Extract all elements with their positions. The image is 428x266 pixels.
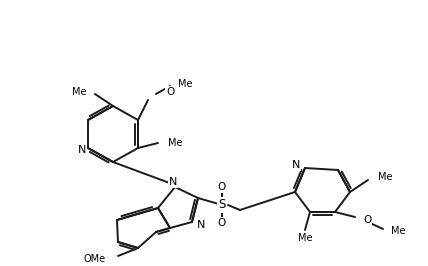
- Text: N: N: [197, 220, 205, 230]
- Text: O: O: [218, 182, 226, 192]
- Text: Me: Me: [391, 226, 405, 236]
- Text: O: O: [363, 215, 371, 225]
- Text: N: N: [291, 160, 300, 170]
- Text: N: N: [169, 177, 177, 187]
- Text: O: O: [166, 87, 174, 97]
- Text: S: S: [218, 198, 226, 211]
- Text: Me: Me: [178, 79, 193, 89]
- Text: Me: Me: [378, 172, 392, 182]
- Text: N: N: [78, 145, 86, 155]
- Text: Me: Me: [72, 87, 87, 97]
- Text: OMe: OMe: [84, 254, 106, 264]
- Text: Me: Me: [168, 138, 182, 148]
- Text: Me: Me: [298, 233, 312, 243]
- Text: O: O: [218, 218, 226, 228]
